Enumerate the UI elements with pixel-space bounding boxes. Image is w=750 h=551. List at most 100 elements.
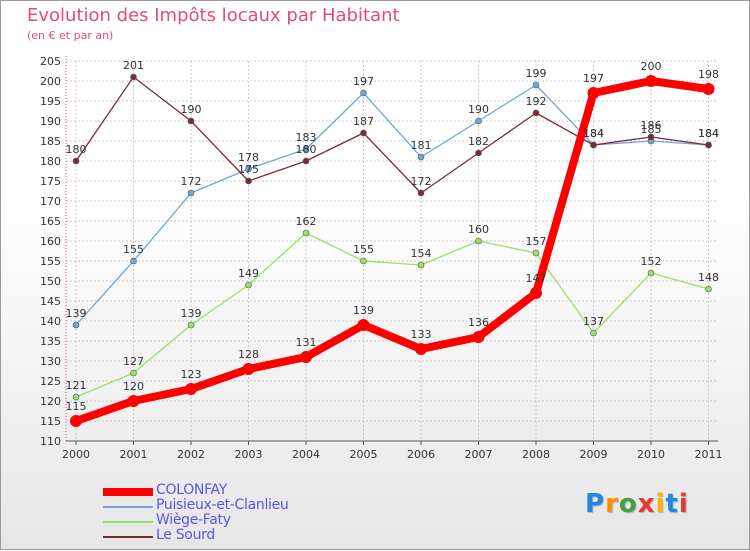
series-line-puisieux-et-clanlieu	[75, 84, 710, 326]
data-label-le-sourd: 187	[353, 115, 374, 128]
y-tick-label: 180	[40, 155, 61, 168]
data-label-le-sourd: 184	[583, 127, 604, 140]
y-tick-label: 110	[40, 435, 61, 448]
data-label-le-sourd: 201	[123, 59, 144, 72]
data-label-puisieux-et-clanlieu: 185	[641, 123, 662, 136]
data-label-le-sourd: 192	[526, 95, 547, 108]
data-label-colonfay: 139	[353, 304, 374, 317]
data-label-le-sourd: 180	[296, 143, 317, 156]
y-tick-label: 120	[40, 395, 61, 408]
y-tick-label: 145	[40, 295, 61, 308]
series-line-wi-ge-faty	[75, 232, 710, 398]
data-label-puisieux-et-clanlieu: 184	[583, 127, 604, 140]
data-point-colonfay	[127, 395, 140, 407]
data-point-colonfay	[702, 83, 715, 95]
data-point-le-sourd	[647, 133, 655, 141]
data-point-le-sourd	[475, 149, 482, 157]
y-tick-label: 185	[40, 135, 61, 148]
data-point-puisieux-et-clanlieu	[302, 145, 310, 153]
data-label-layer: 139 155 172 178 183 197 181 190 199 184 185 184 121 1…	[66, 59, 720, 413]
x-tick-label: 2002	[177, 448, 205, 461]
data-point-wi-ge-faty	[417, 261, 425, 269]
data-point-puisieux-et-clanlieu	[360, 89, 367, 97]
grid-layer	[66, 60, 718, 442]
data-point-colonfay	[645, 75, 657, 87]
data-label-le-sourd: 186	[641, 119, 662, 132]
data-label-puisieux-et-clanlieu: 199	[526, 67, 547, 80]
y-tick-label: 150	[40, 275, 61, 288]
data-label-puisieux-et-clanlieu: 178	[238, 151, 259, 164]
data-label-le-sourd: 180	[66, 143, 87, 156]
y-tick-label: 200	[40, 75, 61, 88]
y-tick-label: 165	[40, 215, 61, 228]
data-label-le-sourd: 184	[698, 127, 719, 140]
data-label-wi-ge-faty: 127	[123, 355, 144, 368]
y-tick-label: 175	[40, 175, 61, 188]
data-label-wi-ge-faty: 160	[468, 223, 489, 236]
series-layer	[70, 73, 715, 427]
data-point-wi-ge-faty	[245, 281, 252, 289]
logo-letter: P	[585, 489, 606, 519]
logo-letter: r	[605, 489, 619, 519]
data-point-colonfay	[70, 415, 82, 427]
data-label-colonfay: 120	[123, 380, 144, 393]
data-label-puisieux-et-clanlieu: 197	[353, 75, 374, 88]
data-label-wi-ge-faty: 155	[353, 243, 374, 256]
axis-layer: 110 115 120 125 130 135 140 145 150 155 160 165 170 1…	[40, 55, 723, 461]
data-label-colonfay: 198	[698, 68, 719, 81]
data-point-puisieux-et-clanlieu	[245, 165, 252, 173]
data-point-colonfay	[415, 343, 427, 355]
x-tick-label: 2000	[62, 448, 90, 461]
series-line-colonfay	[72, 77, 713, 425]
legend-label-puisieux-et-clanlieu: Puisieux-et-Clanlieu	[156, 497, 289, 513]
legend-label-le-sourd: Le Sourd	[156, 527, 215, 543]
data-label-puisieux-et-clanlieu: 183	[296, 131, 317, 144]
data-point-le-sourd	[187, 117, 195, 125]
data-label-puisieux-et-clanlieu: 139	[66, 307, 87, 320]
y-tick-label: 195	[40, 95, 61, 108]
data-point-colonfay	[472, 331, 485, 343]
data-label-colonfay: 147	[526, 272, 547, 285]
legend-label-wi-ge-faty: Wiège-Faty	[156, 512, 231, 528]
data-label-puisieux-et-clanlieu: 184	[698, 127, 719, 140]
y-tick-label: 205	[40, 55, 61, 68]
logo-letter: i	[678, 489, 689, 519]
y-tick-label: 160	[40, 235, 61, 248]
y-tick-label: 130	[40, 355, 61, 368]
data-point-colonfay	[357, 319, 370, 331]
logo-letter: i	[655, 489, 666, 519]
x-tick-label: 2001	[120, 448, 148, 461]
data-point-colonfay	[530, 287, 542, 299]
data-point-puisieux-et-clanlieu	[72, 321, 80, 329]
data-point-colonfay	[185, 383, 197, 395]
x-tick-label: 2004	[292, 448, 320, 461]
data-label-colonfay: 200	[641, 60, 662, 73]
data-label-wi-ge-faty: 148	[698, 271, 719, 284]
data-point-wi-ge-faty	[647, 269, 655, 277]
data-point-le-sourd	[302, 157, 310, 165]
data-point-le-sourd	[705, 141, 712, 149]
data-point-le-sourd	[72, 157, 80, 165]
y-tick-label: 190	[40, 115, 61, 128]
logo-letter: t	[665, 489, 679, 519]
x-tick-label: 2005	[350, 448, 378, 461]
data-label-wi-ge-faty: 139	[181, 307, 202, 320]
data-point-le-sourd	[417, 189, 425, 197]
data-point-puisieux-et-clanlieu	[475, 117, 482, 125]
data-label-colonfay: 115	[66, 400, 87, 413]
data-point-puisieux-et-clanlieu	[130, 257, 137, 265]
series-line-le-sourd	[75, 76, 710, 194]
data-label-colonfay: 136	[468, 316, 489, 329]
data-point-wi-ge-faty	[360, 257, 367, 265]
data-point-wi-ge-faty	[532, 249, 540, 257]
y-tick-label: 170	[40, 195, 61, 208]
data-label-colonfay: 133	[411, 328, 432, 341]
data-label-wi-ge-faty: 149	[238, 267, 259, 280]
y-tick-label: 125	[40, 375, 61, 388]
legend-swatch-wi-ge-faty	[103, 521, 153, 523]
x-tick-label: 2007	[465, 448, 493, 461]
data-point-puisieux-et-clanlieu	[417, 153, 425, 161]
legend-swatch-colonfay	[103, 488, 153, 496]
logo-letter: o	[618, 489, 638, 519]
